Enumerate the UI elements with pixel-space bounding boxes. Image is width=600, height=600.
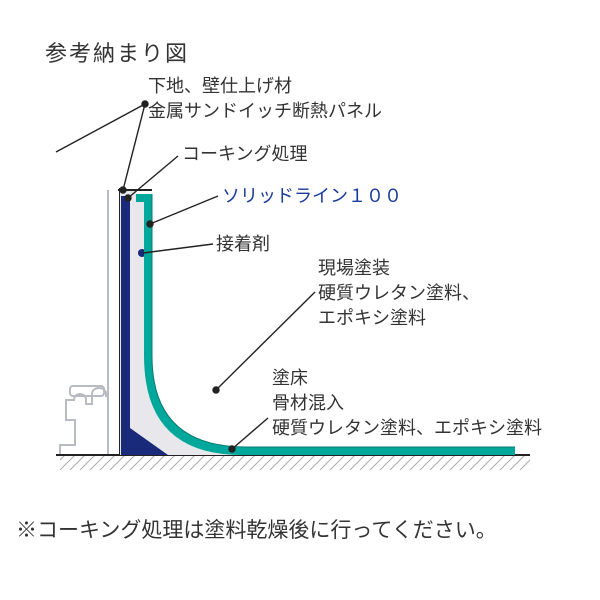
label-floor-coating: 塗床 骨材混入 硬質ウレタン塗料、エポキシ塗料 [272,366,542,442]
label-product: ソリッドライン１００ [222,184,402,209]
label-site-coating: 現場塗装 硬質ウレタン塗料、 エポキシ塗料 [318,256,480,332]
label-caulking: コーキング処理 [182,142,307,167]
label-substrate: 下地、壁仕上げ材 金属サンドイッチ断熱パネル [148,74,382,124]
diagram-title: 参考納まり図 [45,36,189,68]
label-adhesive: 接着剤 [216,232,270,257]
footnote: ※コーキング処理は塗料乾燥後に行ってください。 [16,514,497,544]
